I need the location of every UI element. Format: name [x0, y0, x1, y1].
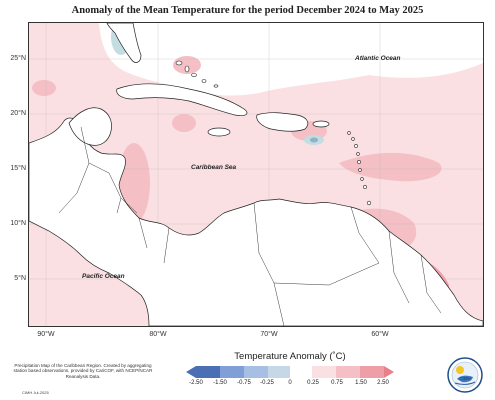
legend-swatch-3: [244, 366, 268, 378]
map-panel: [28, 22, 484, 327]
legend-swatch-2: [220, 366, 244, 378]
lon-label-70w: 70°W: [260, 331, 278, 338]
legend-tick: 0.25: [307, 380, 319, 386]
warm-patch-cayman: [172, 114, 196, 132]
legend-tick: -2.50: [189, 380, 203, 386]
warm-patch-bahamas: [173, 56, 201, 74]
warm-patch-eastern-caribbean: [339, 152, 442, 182]
cool-core-hispaniola: [310, 137, 318, 143]
yucatan-land: [68, 107, 112, 146]
legend-swatch-6: [312, 366, 336, 378]
lon-label-60w: 60°W: [371, 331, 389, 338]
footnote-credit: CIMH Jul-2025: [22, 390, 49, 395]
atlantic-ocean-label: Atlantic Ocean: [355, 55, 401, 62]
lon-label-90w: 90°W: [37, 331, 55, 338]
legend-tick: 2.50: [377, 380, 389, 386]
puerto-rico-land: [312, 120, 330, 128]
legend-colorbar: [186, 366, 394, 378]
anomaly-map: [29, 23, 483, 326]
warm-patch-gulf: [32, 80, 56, 96]
legend-swatch-4: [268, 366, 290, 378]
pacific-ocean-label: Pacific Ocean: [82, 273, 125, 280]
legend-tick: 0: [288, 380, 292, 386]
legend-tick: -0.75: [237, 380, 251, 386]
legend-arrow-low: [186, 366, 196, 378]
legend-tick: 0.75: [331, 380, 343, 386]
legend-swatch-8: [360, 366, 384, 378]
florida-land: [106, 23, 142, 63]
lat-label-25n: 25°N: [10, 55, 26, 62]
lat-label-15n: 15°N: [10, 165, 26, 172]
legend-title: Temperature Anomaly (˚C): [234, 351, 346, 362]
legend-tick: -1.50: [213, 380, 227, 386]
lat-label-5n: 5°N: [14, 275, 26, 282]
cuba-land: [116, 83, 248, 116]
legend-tick: 1.50: [355, 380, 367, 386]
country-borders: [58, 126, 442, 326]
legend-swatch-5: [290, 366, 312, 378]
caribbean-sea-label: Caribbean Sea: [191, 164, 237, 171]
map-title: Anomaly of the Mean Temperature for the …: [71, 5, 424, 16]
lesser-antilles: [347, 131, 372, 206]
footnote: Precipitation Map of the Caribbean Regio…: [13, 363, 153, 379]
logo-label: CIMH: [459, 376, 471, 381]
cimh-logo-icon: [447, 357, 483, 393]
legend-swatch-7: [336, 366, 360, 378]
lon-label-80w: 80°W: [149, 331, 167, 338]
jamaica-land: [207, 127, 231, 137]
bahamas-islands: [175, 60, 219, 88]
legend-arrow-high: [384, 366, 394, 378]
lat-label-10n: 10°N: [10, 220, 26, 227]
hispaniola-land: [256, 112, 309, 132]
lat-label-20n: 20°N: [10, 110, 26, 117]
legend-swatch-1: [196, 366, 220, 378]
legend-tick: -0.25: [260, 380, 274, 386]
near-zero-region: [99, 23, 483, 96]
